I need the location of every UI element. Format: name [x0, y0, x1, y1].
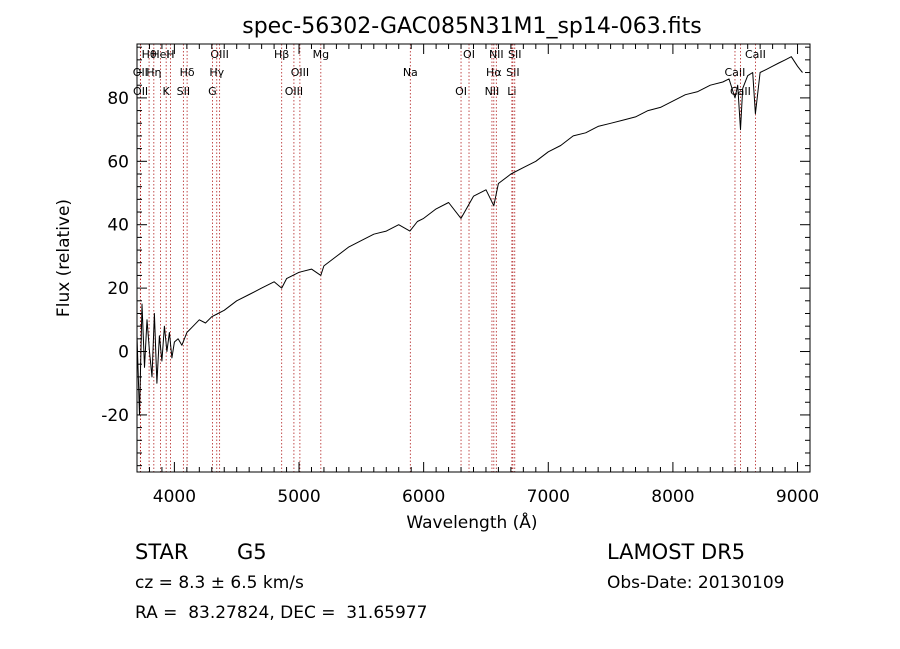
- line-label: H: [166, 48, 174, 61]
- object-class: STAR: [135, 540, 189, 564]
- line-label: Hγ: [209, 66, 224, 79]
- line-label: SII: [506, 66, 519, 79]
- spectrum-line: [136, 56, 803, 416]
- line-label: K: [163, 85, 171, 98]
- line-label: OII: [133, 85, 148, 98]
- y-tick-label: 80: [107, 89, 129, 109]
- line-label: Hη: [146, 66, 161, 79]
- line-label: OIII: [285, 85, 303, 98]
- line-label: SII: [508, 48, 521, 61]
- line-label: OI: [463, 48, 475, 61]
- survey-name: LAMOST DR5: [607, 540, 746, 564]
- x-tick-label: 9000: [776, 487, 819, 507]
- spectrum-series: [136, 56, 803, 416]
- axis-ticks: 4000 5000 6000 7000 8000 9000 -20 0 20 40 60 80: [101, 44, 819, 507]
- line-label: G: [208, 85, 217, 98]
- line-label: Hβ: [274, 48, 289, 61]
- y-tick-label: 60: [107, 152, 129, 172]
- line-label: Hα: [486, 66, 502, 79]
- plot-frame: [136, 43, 811, 473]
- line-label: CaII: [745, 48, 766, 61]
- line-label: Mg: [313, 48, 329, 61]
- x-tick-label: 6000: [402, 487, 445, 507]
- emission-line-markers: HθOIIOIIHeIHηKHHδSIIOIIIHγGHβOIIIOIIIMgN…: [133, 44, 766, 472]
- redshift-cz: cz = 8.3 ± 6.5 km/s: [135, 573, 304, 593]
- line-label: SII: [177, 85, 190, 98]
- observation-date: Obs-Date: 20130109: [607, 573, 785, 593]
- line-label: OIII: [291, 66, 309, 79]
- line-label: NII: [485, 85, 500, 98]
- line-label: Hθ: [142, 48, 157, 61]
- line-label: Hδ: [180, 66, 195, 79]
- line-label: OIII: [210, 48, 228, 61]
- y-tick-label: 0: [118, 343, 129, 363]
- line-label: Li: [507, 85, 516, 98]
- object-subclass: G5: [237, 540, 267, 564]
- x-tick-label: 4000: [153, 487, 196, 507]
- coordinates: RA = 83.27824, DEC = 31.65977: [135, 603, 428, 623]
- line-label: HeI: [151, 48, 169, 61]
- x-tick-label: 5000: [277, 487, 320, 507]
- y-tick-label: 20: [107, 279, 129, 299]
- y-tick-label: -20: [101, 406, 129, 426]
- x-tick-label: 8000: [651, 487, 694, 507]
- x-tick-label: 7000: [527, 487, 570, 507]
- line-label: OI: [455, 85, 467, 98]
- line-label: Na: [403, 66, 418, 79]
- chart-title: spec-56302-GAC085N31M1_sp14-063.fits: [242, 14, 702, 39]
- y-tick-label: 40: [107, 216, 129, 236]
- x-axis-label: Wavelength (Å): [406, 511, 537, 533]
- y-axis-label: Flux (relative): [54, 199, 74, 317]
- line-label: NII: [489, 48, 504, 61]
- line-label: CaII: [725, 66, 746, 79]
